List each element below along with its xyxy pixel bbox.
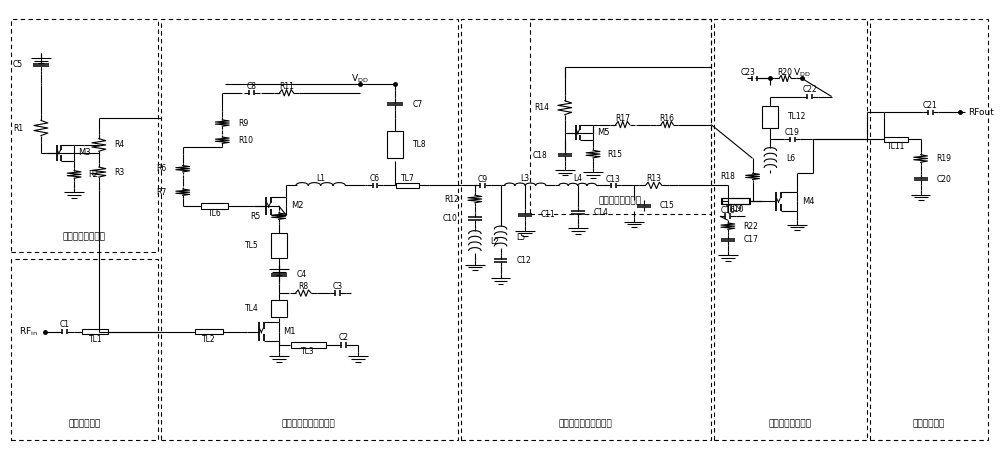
Text: R14: R14 bbox=[534, 103, 549, 112]
Text: C18: C18 bbox=[532, 151, 547, 160]
Text: R22: R22 bbox=[744, 222, 759, 231]
Text: C13: C13 bbox=[606, 175, 621, 184]
Bar bbox=[201, 203, 228, 209]
Bar bbox=[884, 136, 908, 142]
Bar bbox=[271, 233, 287, 258]
Text: C12: C12 bbox=[516, 256, 531, 265]
Text: 宽带共源放大网络: 宽带共源放大网络 bbox=[769, 420, 812, 429]
Bar bbox=[396, 182, 419, 188]
Bar bbox=[291, 342, 326, 348]
Text: M4: M4 bbox=[802, 197, 815, 206]
Text: M5: M5 bbox=[597, 128, 610, 137]
Bar bbox=[387, 131, 403, 158]
Text: R11: R11 bbox=[279, 82, 294, 91]
Text: L6: L6 bbox=[786, 154, 795, 163]
Text: TL7: TL7 bbox=[401, 174, 414, 183]
Text: C11: C11 bbox=[541, 210, 556, 219]
Text: C16: C16 bbox=[720, 206, 735, 215]
Text: R6: R6 bbox=[157, 164, 167, 173]
Text: M1: M1 bbox=[284, 327, 296, 336]
Text: C15: C15 bbox=[660, 201, 675, 210]
Text: C19: C19 bbox=[785, 128, 800, 137]
Text: R4: R4 bbox=[115, 141, 125, 149]
Text: TL5: TL5 bbox=[245, 241, 259, 250]
Text: 第二有源偏置网络: 第二有源偏置网络 bbox=[599, 196, 642, 205]
Text: R19: R19 bbox=[936, 154, 951, 163]
Text: C7: C7 bbox=[413, 100, 423, 109]
Text: TL12: TL12 bbox=[788, 112, 807, 121]
Text: R16: R16 bbox=[660, 114, 675, 123]
Bar bbox=[762, 106, 778, 128]
Text: C2: C2 bbox=[339, 334, 349, 342]
Text: TL9: TL9 bbox=[729, 203, 743, 212]
Text: 输入匹配网络: 输入匹配网络 bbox=[68, 420, 101, 429]
Text: C21: C21 bbox=[923, 101, 938, 110]
Text: 谐波抑制均衡匹配网络: 谐波抑制均衡匹配网络 bbox=[559, 420, 612, 429]
Text: TL11: TL11 bbox=[887, 142, 905, 151]
Text: R9: R9 bbox=[238, 119, 248, 127]
Bar bbox=[195, 329, 223, 334]
Text: R7: R7 bbox=[157, 188, 167, 197]
Bar bbox=[271, 300, 287, 318]
Text: R10: R10 bbox=[238, 136, 253, 145]
Text: C22: C22 bbox=[803, 85, 817, 94]
Text: C5: C5 bbox=[13, 60, 23, 69]
Bar bbox=[82, 329, 108, 334]
Bar bbox=[721, 198, 749, 204]
Text: TL4: TL4 bbox=[245, 304, 259, 313]
Bar bbox=[722, 198, 750, 204]
Text: TL1: TL1 bbox=[88, 335, 102, 344]
Text: 输出匹配网络: 输出匹配网络 bbox=[912, 420, 945, 429]
Text: L5: L5 bbox=[516, 233, 525, 242]
Text: C1: C1 bbox=[60, 320, 70, 329]
Text: R18: R18 bbox=[720, 172, 735, 181]
Text: R17: R17 bbox=[615, 114, 630, 123]
Text: C14: C14 bbox=[593, 208, 608, 217]
Text: R20: R20 bbox=[778, 68, 793, 76]
Text: C20: C20 bbox=[936, 175, 951, 184]
Text: C6: C6 bbox=[370, 174, 380, 183]
Text: R2: R2 bbox=[88, 170, 98, 179]
Text: R3: R3 bbox=[115, 167, 125, 177]
Text: R1: R1 bbox=[13, 123, 23, 132]
Text: L1: L1 bbox=[316, 174, 325, 183]
Text: L4: L4 bbox=[573, 174, 582, 183]
Text: C8: C8 bbox=[247, 82, 257, 91]
Text: C9: C9 bbox=[478, 175, 488, 184]
Text: C23: C23 bbox=[740, 68, 755, 76]
Text: C17: C17 bbox=[744, 235, 759, 244]
Text: TL10: TL10 bbox=[726, 205, 744, 214]
Text: R8: R8 bbox=[298, 282, 308, 291]
Text: V$_{\rm DD}$: V$_{\rm DD}$ bbox=[793, 67, 811, 79]
Text: 第一有源偏置网络: 第一有源偏置网络 bbox=[63, 232, 106, 241]
Text: TL6: TL6 bbox=[208, 208, 221, 217]
Text: C3: C3 bbox=[333, 282, 343, 291]
Text: L3: L3 bbox=[521, 174, 530, 183]
Text: M2: M2 bbox=[291, 201, 303, 210]
Text: RFout: RFout bbox=[968, 108, 994, 117]
Text: V$_{\rm DD}$: V$_{\rm DD}$ bbox=[351, 72, 369, 85]
Text: 宽带电流复用放大网络: 宽带电流复用放大网络 bbox=[282, 420, 336, 429]
Text: TL3: TL3 bbox=[301, 347, 315, 356]
Text: R13: R13 bbox=[646, 174, 661, 183]
Text: TL2: TL2 bbox=[202, 335, 216, 344]
Text: M3: M3 bbox=[78, 148, 91, 157]
Text: C10: C10 bbox=[442, 214, 457, 223]
Text: R5: R5 bbox=[251, 212, 261, 221]
Text: RF$_{\rm in}$: RF$_{\rm in}$ bbox=[19, 325, 38, 338]
Text: L2: L2 bbox=[491, 238, 500, 247]
Text: C4: C4 bbox=[296, 270, 307, 279]
Text: R15: R15 bbox=[607, 150, 622, 158]
Text: R12: R12 bbox=[444, 194, 459, 203]
Text: TL8: TL8 bbox=[413, 140, 426, 149]
